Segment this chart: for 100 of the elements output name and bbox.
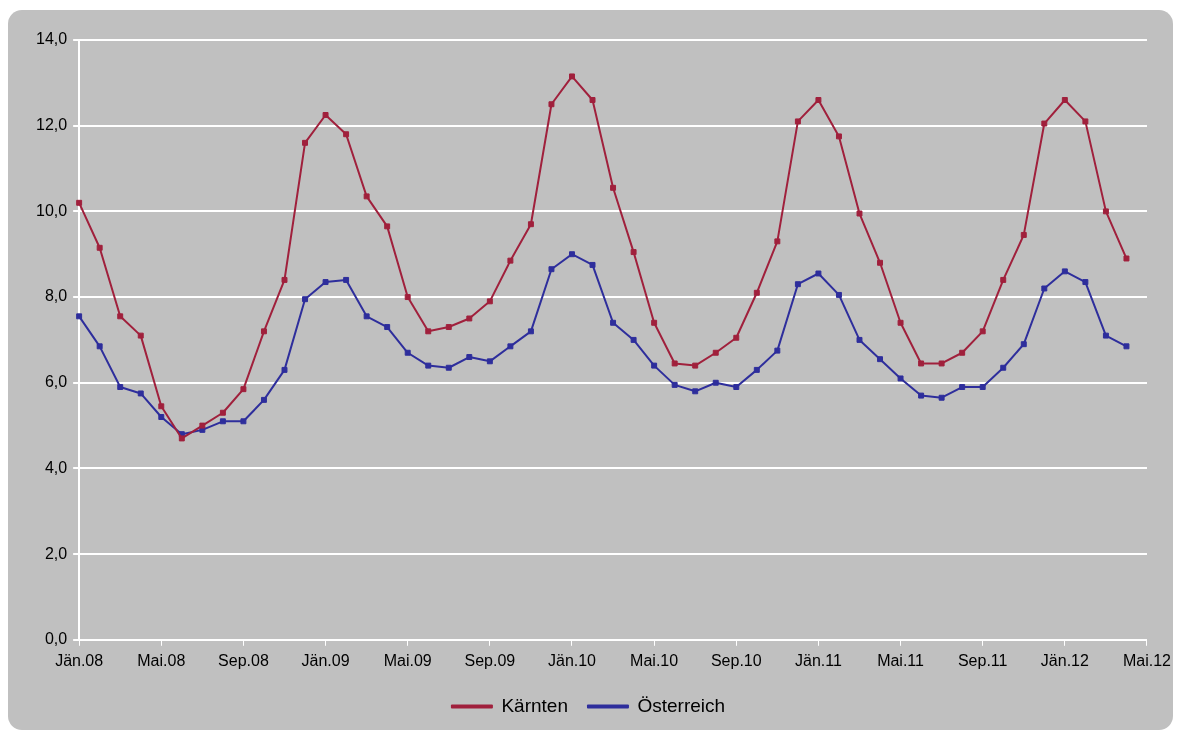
point — [959, 349, 966, 356]
x-tick-label: Jän.09 — [301, 651, 350, 669]
point — [856, 210, 863, 217]
point — [507, 343, 514, 350]
point — [240, 386, 247, 393]
point — [178, 435, 185, 442]
point — [610, 319, 617, 326]
point — [856, 336, 863, 343]
y-tick-label: 2,0 — [44, 544, 68, 562]
point — [794, 118, 801, 125]
y-tick-label: 4,0 — [44, 458, 68, 476]
point — [610, 184, 617, 191]
point — [548, 266, 555, 273]
point — [630, 249, 637, 256]
point — [877, 356, 883, 363]
point — [692, 362, 699, 369]
point — [343, 131, 350, 138]
point — [466, 354, 473, 361]
point — [548, 101, 555, 108]
y-tick-label: 14,0 — [36, 30, 68, 48]
x-tick-label: Sep.10 — [710, 651, 762, 669]
point — [979, 384, 986, 390]
point — [507, 257, 514, 264]
point — [527, 221, 534, 228]
point — [343, 276, 350, 283]
point — [1020, 341, 1027, 348]
point — [835, 133, 842, 140]
point — [445, 364, 452, 371]
x-tick-label: Jän.11 — [794, 651, 842, 669]
point — [1123, 343, 1130, 350]
point — [96, 244, 103, 251]
x-tick-label: Mai.11 — [877, 651, 925, 669]
point — [589, 97, 596, 103]
point — [918, 360, 925, 367]
x-tick-label: Mai.12 — [1122, 651, 1172, 669]
point — [1061, 97, 1068, 103]
point — [1102, 208, 1109, 215]
point — [671, 360, 678, 367]
point — [158, 414, 165, 420]
point — [897, 375, 904, 382]
x-tick-label: Jän.12 — [1040, 651, 1089, 669]
point — [260, 396, 267, 403]
legend-label: Kärnten — [501, 694, 568, 716]
point — [322, 279, 329, 286]
x-tick-label: Jän.08 — [55, 651, 104, 669]
point — [137, 390, 144, 397]
y-tick-label: 6,0 — [44, 373, 68, 391]
point — [1123, 255, 1130, 262]
point — [96, 343, 103, 350]
point — [158, 403, 165, 410]
point — [774, 347, 781, 354]
y-tick-label: 0,0 — [44, 630, 68, 648]
point — [281, 276, 288, 283]
point — [938, 394, 945, 401]
point — [384, 223, 391, 230]
point — [938, 360, 945, 367]
point — [260, 328, 267, 335]
point — [589, 261, 596, 268]
point — [1000, 364, 1007, 371]
point — [651, 319, 658, 326]
y-tick-label: 8,0 — [44, 287, 68, 305]
point — [569, 73, 575, 80]
x-tick-label: Sep.11 — [957, 651, 1008, 669]
y-tick-label: 10,0 — [36, 201, 68, 219]
point — [445, 324, 452, 331]
point — [486, 358, 493, 365]
point — [1061, 268, 1068, 275]
x-tick-label: Sep.08 — [218, 651, 269, 669]
point — [302, 139, 309, 146]
point — [651, 362, 658, 369]
point — [240, 418, 247, 425]
point — [117, 384, 124, 390]
point — [692, 388, 699, 395]
point — [1041, 285, 1048, 292]
point — [897, 319, 904, 326]
y-tick-label: 12,0 — [36, 116, 68, 134]
point — [199, 422, 206, 429]
point — [733, 334, 740, 341]
point — [137, 332, 144, 339]
point — [733, 384, 740, 390]
point — [569, 251, 575, 258]
point — [959, 384, 966, 390]
point — [219, 418, 226, 425]
point — [527, 328, 534, 335]
point — [363, 193, 370, 200]
x-tick-label: Mai.10 — [630, 651, 679, 669]
point — [712, 349, 719, 356]
point — [1082, 118, 1089, 125]
point — [753, 289, 760, 296]
point — [979, 328, 986, 335]
point — [117, 313, 124, 320]
point — [774, 238, 781, 245]
point — [404, 294, 411, 301]
point — [363, 313, 370, 320]
point — [753, 366, 760, 373]
point — [404, 349, 411, 356]
x-tick-label: Mai.08 — [137, 651, 186, 669]
point — [815, 270, 822, 277]
point — [76, 313, 83, 320]
point — [425, 362, 432, 369]
